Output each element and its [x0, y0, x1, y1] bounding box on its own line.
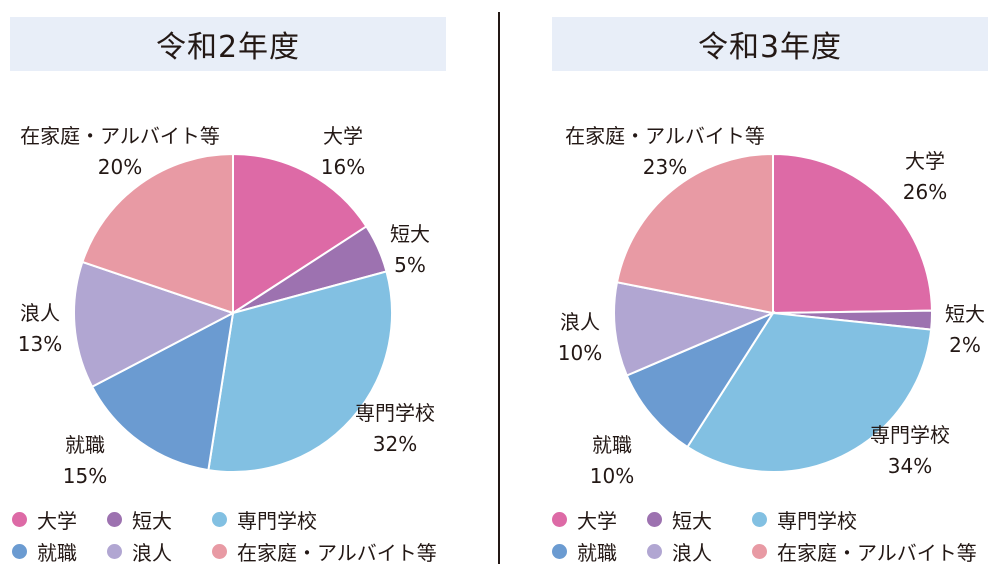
- pie-slice-1-5: [615, 152, 774, 315]
- slice-label-0-4: 浪人 13%: [18, 301, 62, 356]
- pie-slice-0-0: [232, 152, 368, 315]
- legend-label: 大学: [37, 509, 77, 533]
- legend-item: 在家庭・アルバイト等: [212, 537, 437, 566]
- legend-label: 専門学校: [777, 509, 857, 533]
- legend-item: 短大: [107, 505, 172, 534]
- legend-swatch: [12, 544, 27, 559]
- legend-item: 短大: [647, 505, 712, 534]
- pie-slice-0-2: [207, 270, 394, 473]
- slice-label-0-1: 短大 5%: [390, 222, 430, 277]
- legend-label: 短大: [132, 509, 172, 533]
- legend-item: 大学: [552, 505, 617, 534]
- chart-title-left: 令和2年度: [10, 17, 446, 71]
- legend-item: 専門学校: [752, 505, 857, 534]
- legend-label: 在家庭・アルバイト等: [237, 541, 437, 565]
- legend-swatch: [647, 544, 662, 559]
- legend-label: 大学: [577, 509, 617, 533]
- legend-label: 就職: [577, 541, 617, 565]
- legend-item: 浪人: [107, 537, 172, 566]
- legend-swatch: [552, 512, 567, 527]
- slice-label-1-4: 浪人 10%: [558, 310, 602, 365]
- legend-item: 専門学校: [212, 505, 317, 534]
- legend-item: 浪人: [647, 537, 712, 566]
- legend-item: 就職: [12, 537, 77, 566]
- slice-label-0-3: 就職 15%: [63, 433, 107, 488]
- legend-swatch: [12, 512, 27, 527]
- slice-label-1-3: 就職 10%: [590, 433, 634, 488]
- legend-swatch: [212, 544, 227, 559]
- slice-label-1-5: 在家庭・アルバイト等 23%: [565, 124, 765, 179]
- legend-swatch: [107, 544, 122, 559]
- legend-item: 大学: [12, 505, 77, 534]
- pie-slice-0-3: [90, 311, 235, 472]
- legend-item: 在家庭・アルバイト等: [752, 537, 977, 566]
- slice-label-1-1: 短大 2%: [945, 302, 985, 357]
- legend-swatch: [107, 512, 122, 527]
- legend-swatch: [212, 512, 227, 527]
- pie-slice-1-3: [625, 310, 776, 449]
- legend-label: 短大: [672, 509, 712, 533]
- legend-label: 浪人: [132, 541, 172, 565]
- legend-label: 浪人: [672, 541, 712, 565]
- legend-label: 就職: [37, 541, 77, 565]
- slice-label-1-0: 大学 26%: [903, 149, 947, 204]
- legend-label: 専門学校: [237, 509, 317, 533]
- slice-label-1-2: 専門学校 34%: [870, 423, 950, 478]
- legend-label: 在家庭・アルバイト等: [777, 541, 977, 565]
- legend-swatch: [552, 544, 567, 559]
- pie-slice-0-4: [73, 260, 236, 389]
- legend-swatch: [647, 512, 662, 527]
- slice-label-0-5: 在家庭・アルバイト等 20%: [20, 124, 220, 179]
- pie-slice-1-0: [772, 152, 933, 315]
- chart-title-right: 令和3年度: [552, 17, 988, 71]
- slice-label-0-0: 大学 16%: [321, 124, 365, 179]
- slice-label-0-2: 専門学校 32%: [355, 401, 435, 456]
- legend-swatch: [752, 512, 767, 527]
- legend-item: 就職: [552, 537, 617, 566]
- legend-swatch: [752, 544, 767, 559]
- divider: [498, 12, 500, 564]
- pie-slice-0-5: [81, 152, 234, 315]
